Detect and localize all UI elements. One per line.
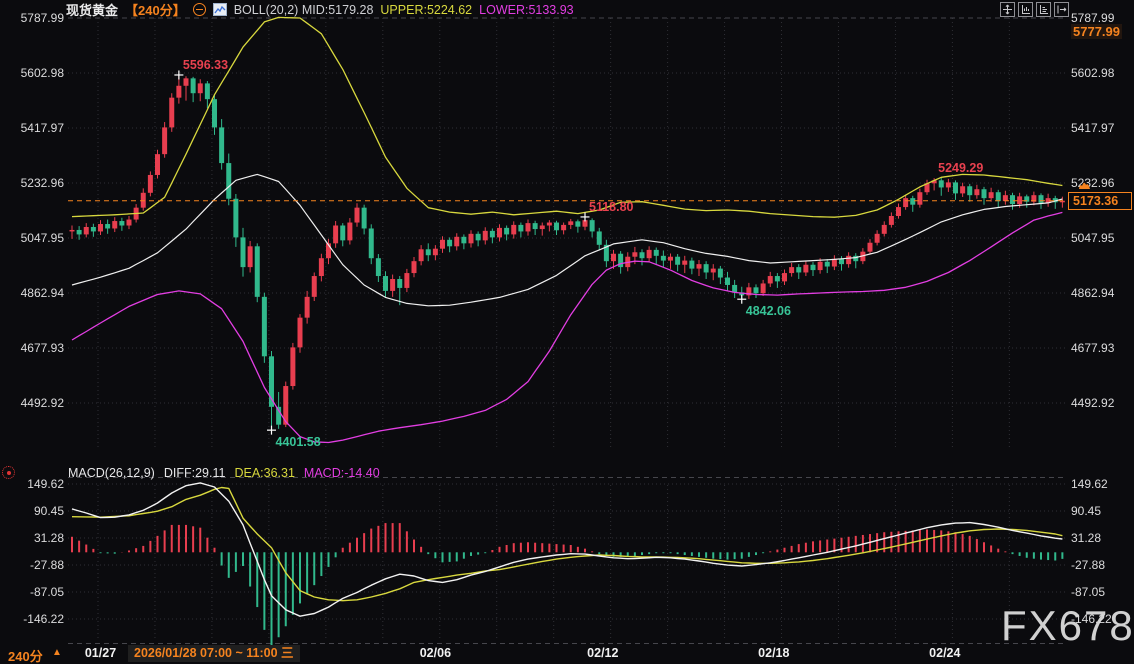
price-axis-label: 5232.96 <box>20 176 64 190</box>
timeframe-label[interactable]: 【240分】 <box>125 3 186 18</box>
price-axis-label: 5047.95 <box>20 231 64 245</box>
y-axis-scale-icon[interactable] <box>1018 2 1033 17</box>
macd-axis-label: 90.45 <box>1071 504 1102 519</box>
main-price-pane[interactable] <box>68 18 1066 447</box>
macd-axis-label: 149.62 <box>27 477 64 491</box>
price-axis-label: 5047.95 <box>1071 231 1115 245</box>
macd-value-readout: MACD:-14.40 <box>303 466 380 480</box>
macd-diff-readout: DIFF:29.11 <box>163 466 226 480</box>
price-axis-label: 4862.94 <box>1071 286 1115 300</box>
price-axis-label: 5787.99 <box>20 11 64 25</box>
x-axis-date-label: 02/12 <box>587 646 619 660</box>
pan-icon[interactable] <box>1000 2 1015 17</box>
macd-axis-label: 90.45 <box>33 504 64 519</box>
price-axis-label: 4677.93 <box>20 341 64 355</box>
chart-toolbar <box>1000 2 1069 17</box>
x-axis-date-label: 01/27 <box>84 646 117 660</box>
timeframe-selector[interactable]: 240分 <box>8 649 43 664</box>
price-annotation: 5118.80 <box>589 199 634 214</box>
macd-axis-label: 31.28 <box>1071 531 1102 546</box>
macd-header: MACD(26,12,9) DIFF:29.11 DEA:36.31 MACD:… <box>68 466 380 480</box>
selected-bar-session-readout: 2026/01/28 07:00 ~ 11:00 三 <box>128 645 300 662</box>
macd-axis-label: 31.28 <box>33 531 64 546</box>
symbol-name: 现货黄金 <box>66 3 119 18</box>
current-price-tag: 5173.36 <box>1068 191 1132 210</box>
macd-dea-readout: DEA:36.31 <box>234 466 295 480</box>
price-annotation: 4401.58 <box>275 435 321 450</box>
price-axis-label: 5417.97 <box>1071 121 1115 135</box>
price-axis-label: 4862.94 <box>20 286 64 300</box>
boll-lower-readout: LOWER:5133.93 <box>479 2 574 17</box>
macd-params-label: MACD(26,12,9) <box>68 466 155 480</box>
price-axis-label: 4492.92 <box>20 396 64 410</box>
brand-watermark: FX678 <box>1001 602 1134 649</box>
timeframe-dropdown-icon[interactable]: ▲ <box>52 647 62 658</box>
x-axis-scale-icon[interactable] <box>1036 2 1051 17</box>
exit-right-icon[interactable] <box>1054 2 1069 17</box>
price-annotation: 4842.06 <box>745 304 791 319</box>
macd-axis-label: -27.88 <box>29 558 64 573</box>
boll-mid-readout: BOLL(20,2) MID:5179.28 <box>233 2 374 17</box>
macd-axis-label: -87.05 <box>29 585 64 600</box>
price-axis-label: 5417.97 <box>20 121 64 135</box>
macd-axis-label: -27.88 <box>1071 558 1106 573</box>
chart-header: 现货黄金 【240分】 BOLL(20,2) MID:5179.28 UPPER… <box>66 1 574 19</box>
x-axis-date-label: 02/24 <box>929 646 961 660</box>
session-high-tag: 5777.99 <box>1071 24 1122 39</box>
price-axis-label: 5602.98 <box>1071 66 1115 80</box>
macd-axis-label: -146.22 <box>1071 612 1112 627</box>
macd-alert-icon[interactable] <box>2 466 15 479</box>
price-alert-icon[interactable] <box>1078 179 1091 190</box>
time-axis-bar: 240分 ▲ 2026/01/28 07:00 ~ 11:00 三 01/27 0… <box>0 644 1134 664</box>
macd-axis-label: -87.05 <box>1071 585 1106 600</box>
x-axis-date-label: 02/06 <box>419 646 452 660</box>
boll-upper-readout: UPPER:5224.62 <box>380 2 473 17</box>
macd-axis-label: 149.62 <box>1071 477 1108 491</box>
price-axis-label: 5602.98 <box>20 66 64 80</box>
indicator-chart-icon[interactable] <box>212 3 227 16</box>
price-axis-label: 4492.92 <box>1071 396 1115 410</box>
price-axis-label: 4677.93 <box>1071 341 1115 355</box>
macd-axis-label: -146.22 <box>23 612 64 627</box>
macd-pane[interactable] <box>68 478 1066 641</box>
price-annotation: 5249.29 <box>938 161 984 176</box>
price-axis-label: 5787.99 <box>1071 11 1115 25</box>
collapse-indicator-icon[interactable] <box>192 3 206 16</box>
price-annotation: 5596.33 <box>182 57 229 72</box>
x-axis-date-label: 02/18 <box>758 646 790 660</box>
